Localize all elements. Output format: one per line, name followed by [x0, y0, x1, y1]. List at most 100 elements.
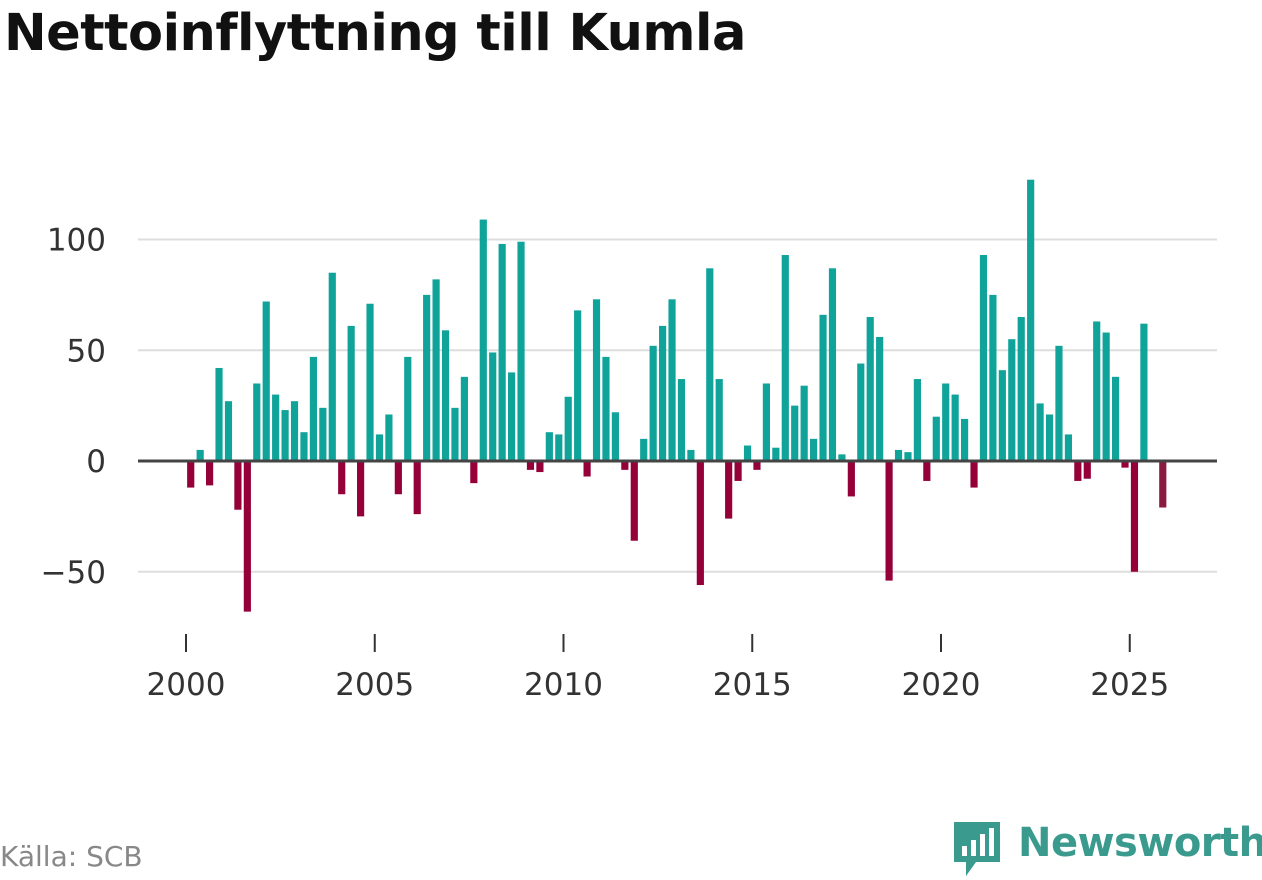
bar: [961, 418, 969, 461]
bar: [215, 367, 223, 461]
bar: [800, 385, 808, 461]
bar: [942, 383, 950, 461]
bar: [611, 412, 619, 461]
bar: [1036, 403, 1044, 461]
bar: [234, 461, 242, 510]
source-note: Källa: SCB: [0, 840, 143, 873]
y-tick-label: −50: [41, 555, 106, 591]
bar: [536, 461, 544, 473]
bar: [951, 394, 959, 461]
bar: [498, 243, 506, 461]
bar: [696, 461, 704, 586]
bar: [762, 383, 770, 461]
bar: [489, 352, 497, 461]
bar: [338, 461, 346, 495]
bar: [743, 445, 752, 461]
bar: [734, 461, 742, 481]
bar: [206, 461, 214, 486]
bar: [272, 394, 280, 461]
bar: [791, 405, 799, 462]
bar: [460, 376, 468, 461]
x-axis: 2000 2005 2010 2015 2020 2025: [147, 634, 1169, 703]
bar: [621, 461, 629, 470]
x-tick-label: 2010: [524, 667, 603, 703]
bar: [451, 407, 459, 461]
bar: [290, 401, 299, 461]
bar: [866, 317, 874, 461]
bar: [262, 301, 270, 461]
bar: [1159, 461, 1167, 508]
bar: [1093, 321, 1101, 461]
x-tick-label: 2000: [147, 667, 226, 703]
bar: [394, 461, 402, 495]
x-tick-label: 2020: [902, 667, 981, 703]
bar: [876, 336, 884, 461]
bar: [772, 447, 780, 461]
bar: [687, 449, 695, 461]
bar: [592, 299, 601, 461]
bar: [564, 396, 572, 461]
bar: [574, 310, 582, 461]
bar: [281, 410, 289, 461]
bar: [1064, 434, 1072, 461]
brand-name: Newsworthy: [1018, 820, 1262, 866]
bar: [725, 461, 733, 519]
bar: [375, 434, 384, 461]
bar: [715, 379, 723, 461]
bar: [441, 330, 450, 461]
bar: [970, 461, 978, 488]
newsworthy-icon: [954, 822, 1000, 876]
bar: [989, 294, 997, 462]
bar: [1045, 414, 1054, 461]
bar: [243, 461, 251, 612]
bar: [828, 268, 837, 461]
bar: [404, 356, 412, 461]
bar: [1121, 461, 1129, 468]
bar: [385, 414, 393, 461]
bar: [753, 461, 761, 470]
bar: [630, 461, 638, 541]
bar: [187, 461, 195, 488]
x-tick-label: 2015: [713, 667, 792, 703]
bar: [998, 370, 1006, 461]
bar: [1027, 179, 1035, 461]
bar: [979, 255, 988, 461]
bar: [668, 299, 676, 461]
bar-series: [187, 179, 1167, 612]
bar: [847, 461, 855, 497]
y-tick-label: 100: [47, 223, 106, 259]
bar: [555, 434, 563, 461]
bar: [319, 407, 327, 461]
bar: [517, 241, 525, 461]
bar: [224, 401, 233, 461]
x-tick-label: 2025: [1090, 667, 1169, 703]
bar: [913, 379, 921, 461]
bar: [677, 379, 686, 461]
bar: [923, 461, 931, 481]
bar: [904, 452, 912, 461]
bar: [659, 325, 667, 461]
bar: [253, 383, 261, 461]
bar: [1140, 323, 1148, 461]
bar: [1112, 376, 1120, 461]
bar: [508, 372, 516, 461]
bar: [328, 272, 336, 461]
bar: [1055, 345, 1063, 461]
bar: [1074, 461, 1082, 481]
bar: [932, 416, 940, 461]
bar: [423, 294, 431, 462]
bar: [838, 454, 846, 461]
bar: [309, 356, 317, 461]
bar: [819, 314, 827, 461]
bar: [479, 219, 487, 461]
bar: [649, 345, 657, 461]
y-axis: −50 0 50 100: [41, 223, 106, 591]
bar: [413, 461, 421, 515]
y-tick-label: 0: [86, 444, 106, 480]
bar: [640, 438, 648, 461]
bar: [602, 356, 610, 461]
bar: [357, 461, 365, 517]
bar: [545, 432, 553, 461]
bar: [1008, 339, 1016, 461]
newsworthy-logo[interactable]: Newsworthy: [950, 818, 1262, 878]
